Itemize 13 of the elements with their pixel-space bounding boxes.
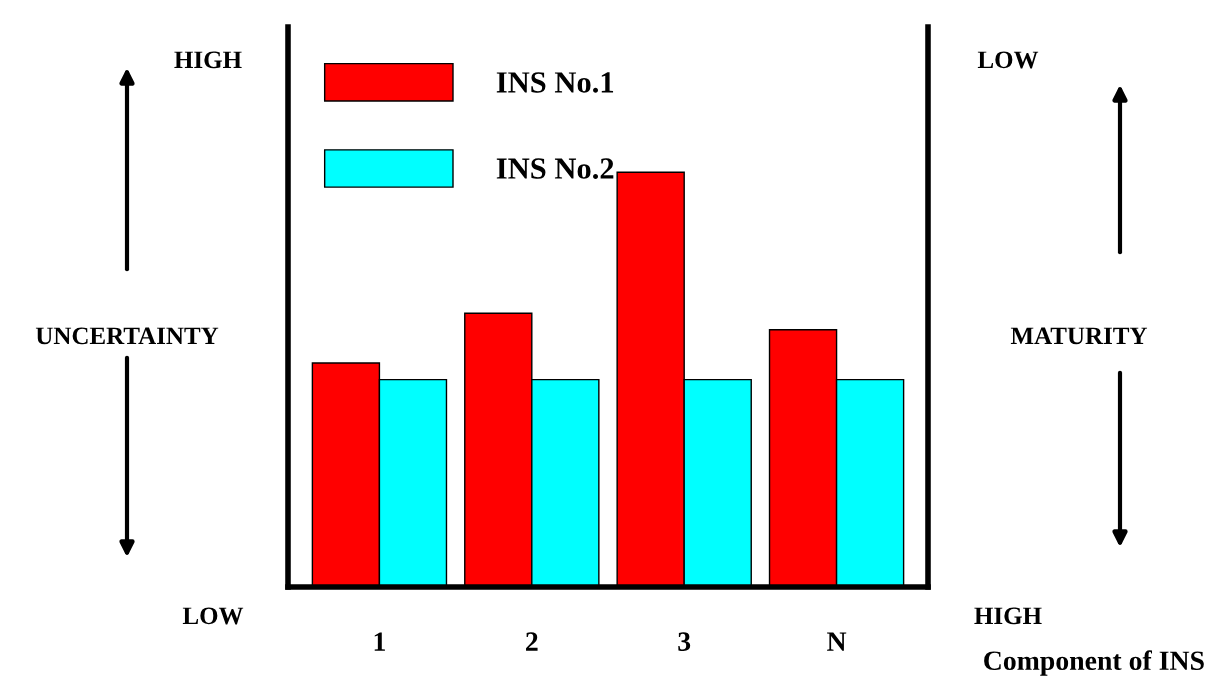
x-tick-label: 1 [374,632,385,651]
text: UNCERTAINTY [35,327,219,345]
text: HIGH [974,607,1042,625]
text: HIGH [174,51,242,69]
text: LOW [977,51,1039,69]
x-tick-label: N [827,632,847,651]
x-tick-label: 3 [678,632,691,651]
x-axis-title: Component of INS [984,650,1204,676]
text: MATURITY [1010,327,1148,345]
legend-label: INS No.2 [496,158,614,179]
x-tick-label: 2 [526,632,538,651]
text: LOW [182,607,244,625]
legend-label: INS No.1 [496,72,614,93]
